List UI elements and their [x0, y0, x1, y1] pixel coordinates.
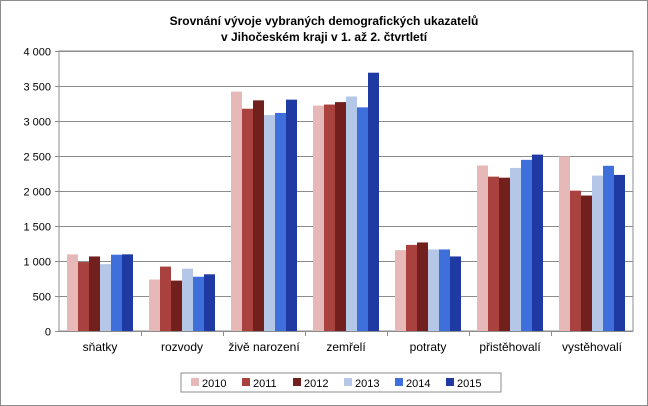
legend-swatch-2012 — [293, 378, 301, 386]
bar-2012-3 — [335, 102, 346, 331]
x-category-label: živě narození — [228, 340, 300, 354]
bar-2011-2 — [242, 108, 253, 331]
x-category-label: přistěhovalí — [479, 340, 541, 354]
legend-label-2010: 2010 — [202, 378, 226, 390]
bar-2014-6 — [603, 165, 614, 331]
bar-2011-1 — [160, 266, 171, 331]
bar-2010-3 — [313, 105, 324, 331]
bar-2010-4 — [395, 250, 406, 331]
legend-label-2013: 2013 — [355, 378, 379, 390]
bar-2013-3 — [346, 96, 357, 331]
bar-2010-2 — [231, 91, 242, 331]
bar-2014-1 — [193, 276, 204, 331]
plot-area: 0 500 1 000 1 500 2 000 2 500 3 000 3 500 4 000 s… — [23, 47, 634, 354]
legend-swatch-2010 — [191, 378, 199, 386]
legend-swatch-2011 — [242, 378, 250, 386]
bar-2013-5 — [510, 167, 521, 331]
y-tick-label: 3 000 — [23, 117, 51, 129]
legend-swatch-2015 — [446, 378, 454, 386]
bar-2015-4 — [450, 256, 461, 331]
x-category-label: zemřelí — [326, 340, 366, 354]
bar-2012-5 — [499, 177, 510, 331]
x-category-label: potraty — [410, 340, 447, 354]
legend-label-2014: 2014 — [406, 378, 430, 390]
bar-2013-0 — [100, 264, 111, 331]
bar-2014-0 — [111, 254, 122, 331]
bar-2014-2 — [275, 112, 286, 331]
bar-2015-1 — [204, 274, 215, 331]
x-category-label: vystěhovalí — [562, 340, 623, 354]
bar-2012-1 — [171, 280, 182, 331]
bar-2012-0 — [89, 256, 100, 331]
bar-2015-3 — [368, 72, 379, 331]
legend-swatch-2013 — [344, 378, 352, 386]
bar-2014-3 — [357, 107, 368, 331]
y-tick-label: 1 500 — [23, 222, 51, 234]
y-tick-label: 4 000 — [23, 47, 51, 59]
legend-label-2015: 2015 — [457, 378, 481, 390]
bar-2010-1 — [149, 279, 160, 331]
bar-2013-4 — [428, 249, 439, 331]
bar-2015-5 — [532, 154, 543, 331]
bar-2010-0 — [67, 254, 78, 331]
chart-title: Srovnání vývoje vybraných demografických… — [170, 14, 479, 28]
y-tick-label: 500 — [33, 292, 51, 304]
x-category-label: sňatky — [83, 340, 118, 354]
bar-2015-2 — [286, 99, 297, 332]
bar-2010-5 — [477, 165, 488, 331]
bar-2013-6 — [592, 175, 603, 331]
bar-2013-1 — [182, 268, 193, 331]
bar-2012-4 — [417, 242, 428, 331]
legend-box — [180, 372, 502, 393]
bar-2015-0 — [122, 254, 133, 331]
bar-2011-6 — [570, 190, 581, 331]
bar-2015-6 — [614, 174, 625, 331]
chart-subtitle: v Jihočeském kraji v 1. až 2. čtvrtletí — [221, 30, 428, 44]
bar-2011-5 — [488, 176, 499, 331]
y-tick-label: 2 500 — [23, 152, 51, 164]
y-tick-label: 2 000 — [23, 187, 51, 199]
y-tick-label: 0 — [45, 327, 51, 339]
legend-label-2012: 2012 — [304, 378, 328, 390]
x-category-label: rozvody — [161, 340, 203, 354]
bar-2012-2 — [253, 100, 264, 331]
bar-2014-5 — [521, 159, 532, 331]
bar-2011-3 — [324, 104, 335, 331]
bar-2012-6 — [581, 195, 592, 331]
bar-2014-4 — [439, 249, 450, 331]
legend: 2010 2011 2012 2013 2014 2015 — [180, 372, 502, 393]
bar-2010-6 — [559, 156, 570, 331]
legend-label-2011: 2011 — [253, 378, 277, 390]
bar-2011-4 — [406, 244, 417, 331]
y-tick-label: 1 000 — [23, 257, 51, 269]
bar-2013-2 — [264, 115, 275, 331]
y-tick-label: 3 500 — [23, 82, 51, 94]
legend-swatch-2014 — [395, 378, 403, 386]
bar-2011-0 — [78, 262, 89, 331]
